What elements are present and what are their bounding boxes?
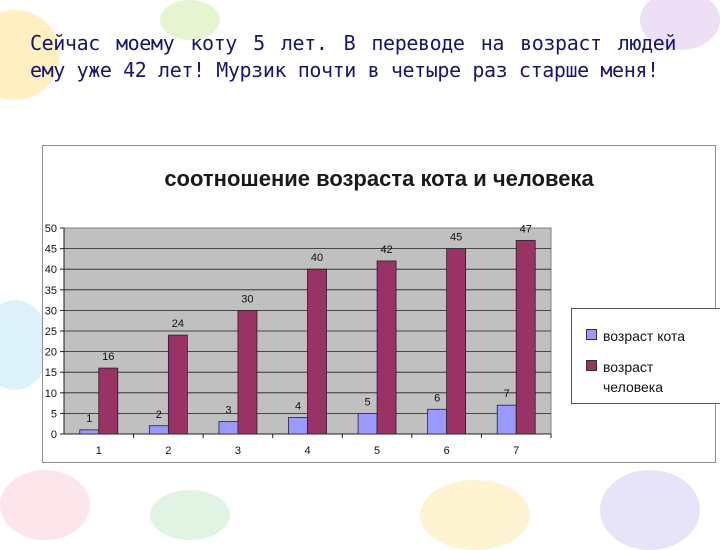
data-label-cat: 4: [295, 401, 301, 413]
legend-item-human: возраст человека: [586, 357, 708, 397]
y-tick-label: 5: [51, 408, 57, 420]
x-tick-label: 3: [235, 445, 241, 457]
data-label-cat: 6: [434, 392, 440, 404]
bar-human: [307, 268, 327, 435]
y-tick-label: 30: [45, 305, 57, 317]
x-tick-label: 5: [374, 445, 380, 457]
decor-blob: [150, 490, 230, 540]
bar-human: [237, 309, 258, 435]
legend-swatch-human: [586, 360, 597, 371]
y-tick-label: 35: [45, 285, 57, 297]
decor-blob: [160, 0, 220, 40]
bar-cat: [79, 429, 100, 435]
bar-human: [98, 367, 119, 435]
legend-label-human: возраст человека: [603, 359, 664, 395]
data-label-human: 16: [102, 351, 114, 363]
decor-blob: [640, 0, 720, 50]
y-tick-label: 40: [45, 264, 57, 276]
bar-human: [376, 260, 397, 435]
bar-cat: [427, 408, 448, 435]
x-tick-label: 6: [444, 445, 450, 457]
data-label-cat: 3: [225, 405, 231, 417]
legend-label-cat: возраст кота: [603, 328, 686, 344]
bar-human: [446, 248, 467, 435]
bar-cat: [148, 425, 169, 435]
y-tick-label: 0: [51, 429, 57, 441]
intro-text: Сейчас моему коту 5 лет. В переводе на в…: [30, 31, 676, 82]
data-label-cat: 7: [504, 388, 510, 400]
bar-human: [167, 334, 188, 435]
x-tick-label: 2: [165, 445, 171, 457]
legend-item-cat: возраст кота: [586, 326, 708, 346]
chart-title: соотношение возраста кота и человека: [164, 166, 594, 191]
data-label-human: 45: [450, 232, 462, 244]
decor-blob: [420, 480, 530, 550]
data-label-human: 47: [520, 223, 532, 235]
y-tick-label: 15: [45, 367, 57, 379]
x-tick-label: 4: [304, 445, 310, 457]
data-label-human: 30: [241, 293, 253, 305]
chart-container: соотношение возраста кота и человека 0 5 1…: [42, 145, 720, 463]
decor-blob: [0, 470, 90, 540]
y-tick-label: 10: [45, 388, 57, 400]
bar-cat: [288, 417, 308, 435]
y-tick-label: 25: [45, 326, 57, 338]
data-label-human: 40: [311, 252, 323, 264]
data-label-cat: 5: [365, 396, 371, 408]
legend-swatch-cat: [586, 329, 597, 340]
bar-cat: [357, 412, 378, 435]
data-label-cat: 1: [86, 413, 92, 425]
chart-plot: 0 5 10 15 20 25 30 35 40 45 50 1 1 16 2 2 24 3 3 30 4 4 40 5 5 42…: [45, 223, 552, 457]
data-label-human: 42: [380, 244, 392, 256]
y-tick-label: 50: [45, 223, 57, 235]
y-tick-label: 45: [45, 244, 57, 256]
bar-human: [515, 239, 536, 435]
data-label-human: 24: [172, 318, 184, 330]
x-tick-label: 1: [96, 445, 102, 457]
chart-legend: возраст кота возраст человека: [571, 308, 720, 404]
bar-cat: [218, 421, 239, 435]
bar-cat: [496, 404, 517, 435]
data-label-cat: 2: [156, 409, 162, 421]
x-tick-label: 7: [513, 445, 519, 457]
y-tick-label: 20: [45, 347, 57, 359]
decor-blob: [600, 470, 700, 550]
